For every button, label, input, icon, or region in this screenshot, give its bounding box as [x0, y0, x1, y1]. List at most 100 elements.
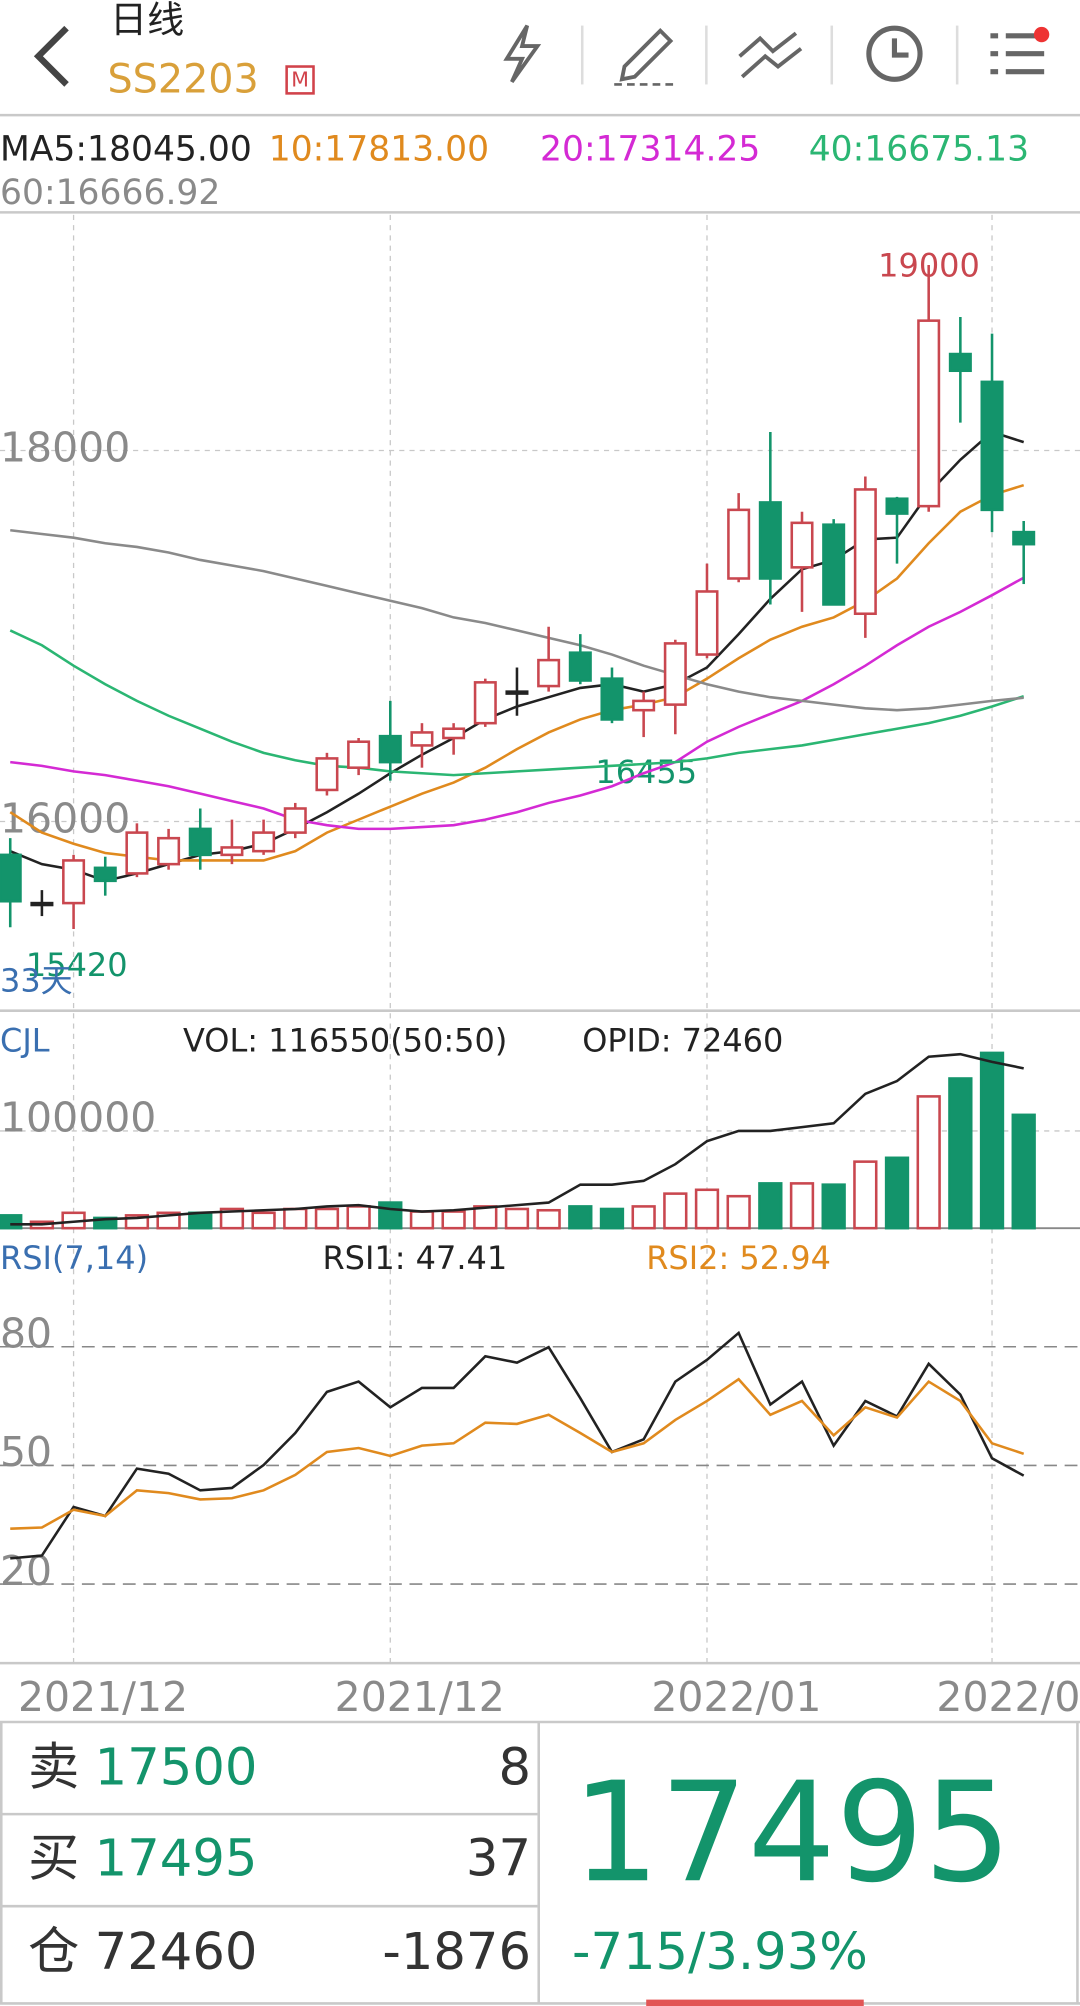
x-tick-label: 2021/12: [18, 1673, 188, 1721]
candle-body: [347, 740, 371, 769]
quote-panel: 卖 17500 8 买 17495 37 仓 72460 -1876 17495…: [0, 1720, 1080, 2006]
bid-volume: 37: [466, 1829, 531, 1888]
volume-bar: [378, 1201, 403, 1230]
volume-bar: [568, 1205, 593, 1230]
candle-body: [537, 658, 561, 688]
draw-icon[interactable]: [619, 27, 674, 82]
candle-body: [410, 731, 434, 747]
candle-body: [695, 590, 719, 656]
clock-icon[interactable]: [866, 25, 923, 82]
flash-icon[interactable]: [503, 24, 542, 83]
candle-body: [1012, 530, 1036, 546]
volume-bar: [441, 1210, 466, 1230]
x-tick-label: 2021/12: [335, 1673, 505, 1721]
oi-change: -1876: [382, 1923, 531, 1982]
low-annotation: 15420: [26, 946, 128, 984]
volume-bar: [884, 1156, 910, 1230]
panel-title: RSI(7,14): [0, 1239, 148, 1277]
y-tick-label: 80: [0, 1310, 52, 1358]
volume-bar: [188, 1211, 213, 1230]
candle-body: [568, 651, 592, 682]
volume-bar: [599, 1207, 625, 1230]
oi-label: 仓: [28, 1923, 79, 1982]
back-button[interactable]: [33, 25, 69, 87]
candle-body: [473, 681, 497, 725]
volume-bar: [758, 1182, 783, 1230]
candle-body: [30, 901, 54, 907]
volume-bar: [948, 1077, 973, 1230]
candle-body: [378, 734, 402, 764]
series-line: [10, 1377, 1025, 1530]
price-change: -715/3.93%: [572, 1923, 868, 1982]
volume-bar: [0, 1214, 23, 1230]
candle-body: [790, 521, 814, 569]
menu-icon[interactable]: [990, 33, 1045, 75]
candle-body: [157, 836, 181, 866]
candle-body: [93, 866, 117, 883]
candle-body: [252, 831, 276, 853]
candle-body: [663, 642, 687, 706]
indicator-icon[interactable]: [738, 31, 803, 79]
candle-body: [980, 380, 1004, 512]
volume-bar: [473, 1205, 498, 1230]
legend-entry: 60:16666.92: [0, 173, 220, 213]
volume-bar: [251, 1211, 276, 1230]
volume-bar: [346, 1205, 371, 1230]
legend-entry: 10:17813.00: [269, 129, 489, 169]
ask-volume: 8: [498, 1739, 531, 1798]
candle-body: [917, 319, 941, 508]
clock-hand: [891, 38, 909, 58]
panel-label: VOL: 116550(50:50): [183, 1022, 507, 1060]
legend-entry: MA5:18045.00: [0, 129, 252, 169]
legend-entry: RSI1: 47.41: [322, 1239, 507, 1277]
legend-entry: RSI2: 52.94: [646, 1239, 831, 1277]
candle-body: [283, 807, 307, 834]
candle-body: [0, 853, 22, 903]
volume-bar: [1011, 1113, 1036, 1230]
volume-bar: [93, 1216, 118, 1230]
notification-dot: [1033, 26, 1050, 43]
candle-body: [220, 846, 244, 857]
legend-entry: 40:16675.13: [809, 129, 1029, 169]
volume-bar: [853, 1160, 878, 1230]
y-tick-label: 100000: [0, 1094, 156, 1142]
candle-body: [822, 523, 846, 606]
series-line: [10, 528, 1024, 712]
x-tick-label: 2022/02: [936, 1673, 1080, 1721]
candle-body: [505, 690, 529, 695]
volume-bar: [916, 1095, 941, 1230]
ask-label: 卖: [28, 1739, 79, 1798]
bid-price: 17495: [95, 1829, 258, 1888]
last-price: 17495: [572, 1752, 1012, 1913]
volume-bar: [283, 1207, 308, 1230]
volume-bar: [219, 1207, 245, 1230]
period-label: 33天: [0, 962, 73, 1000]
candle-body: [188, 827, 212, 857]
ask-price: 17500: [95, 1739, 258, 1798]
panel-title: CJL: [0, 1022, 50, 1060]
badge: M: [291, 68, 309, 92]
candle-body: [442, 727, 466, 740]
series-line: [10, 1330, 1025, 1560]
series-line: [10, 576, 1025, 831]
y-tick-label: 50: [0, 1428, 52, 1476]
volume-bar: [504, 1207, 530, 1230]
top-bar: 日线 SS2203 M: [33, 0, 1050, 102]
candle-body: [125, 831, 149, 875]
volume-bar: [979, 1051, 1005, 1230]
volume-bar: [536, 1208, 561, 1230]
page-title: 日线: [110, 0, 184, 41]
symbol: SS2203: [107, 56, 258, 102]
volume-bar: [663, 1192, 688, 1230]
candle-body: [948, 352, 972, 373]
volume-bar: [694, 1188, 720, 1230]
volume-bar: [314, 1207, 340, 1230]
candle-body: [600, 677, 624, 721]
volume-bar: [789, 1182, 815, 1230]
oi-value: 72460: [95, 1923, 258, 1982]
bid-label: 买: [28, 1829, 79, 1888]
series-line: [10, 1052, 1024, 1226]
indicator-bar: [646, 1999, 864, 2006]
series-line: [9, 629, 1025, 777]
